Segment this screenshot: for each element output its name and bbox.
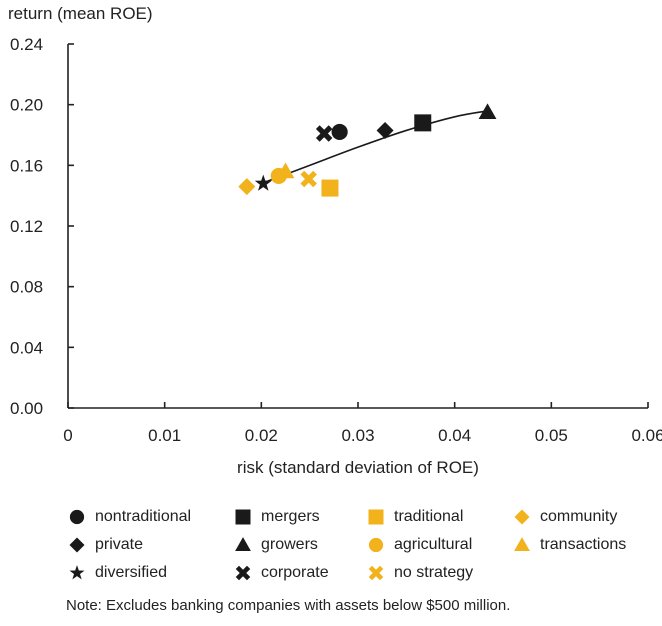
legend-label: diversified [95, 564, 168, 581]
x-tick-label: 0.05 [535, 426, 568, 445]
legend-item-community: community [511, 506, 617, 528]
legend-label: no strategy [394, 564, 474, 581]
y-tick-label: 0.12 [10, 217, 43, 236]
y-tick-label: 0.08 [10, 278, 43, 297]
data-point-growers [478, 103, 497, 120]
footnote: Note: Excludes banking companies with as… [66, 597, 511, 614]
legend-item-mergers: mergers [232, 506, 320, 528]
circle-icon [368, 537, 384, 553]
scatter-chart: 0.00 0.04 0.08 0.12 0.16 0.20 0.24 0 0.01 0.02 0.0… [10, 35, 662, 445]
y-tick-label: 0.00 [10, 399, 43, 418]
x-axis-label: risk (standard deviation of ROE) [237, 458, 479, 477]
cross-icon [368, 565, 384, 581]
cross-icon [235, 565, 251, 581]
legend-label: transactions [540, 536, 627, 553]
data-point-diversified [254, 174, 272, 191]
circle-icon [69, 509, 85, 525]
x-tick-label: 0 [63, 426, 72, 445]
legend-item-nontraditional: nontraditional [66, 506, 191, 528]
legend-label: traditional [394, 508, 464, 525]
data-point-no-strategy [300, 170, 317, 188]
legend-item-corporate: corporate [232, 562, 329, 584]
x-tick-label: 0.02 [245, 426, 278, 445]
triangle-icon [514, 537, 530, 551]
legend-label: nontraditional [95, 508, 192, 525]
data-point-traditional [321, 179, 339, 197]
diamond-icon [69, 537, 85, 553]
legend-label: private [95, 536, 144, 553]
star-icon [69, 565, 85, 580]
y-tick-label: 0.20 [10, 96, 43, 115]
square-icon [235, 509, 251, 525]
data-point-transactions [276, 162, 295, 179]
y-axis-label: return (mean ROE) [8, 4, 153, 23]
data-point-mergers [414, 114, 432, 132]
legend-item-private: private [66, 534, 143, 556]
x-tick-label: 0.01 [148, 426, 181, 445]
legend-item-transactions: transactions [511, 534, 626, 556]
diamond-icon [514, 509, 530, 525]
legend-label: agricultural [394, 536, 473, 553]
legend-item-no-strategy: no strategy [365, 562, 473, 584]
data-point-community [238, 178, 256, 196]
data-point-private [376, 121, 394, 139]
trend-line [261, 109, 489, 185]
legend-item-growers: growers [232, 534, 318, 556]
legend-label: mergers [261, 508, 320, 525]
x-tick-label: 0.03 [341, 426, 374, 445]
data-point-corporate [315, 125, 333, 142]
legend-item-traditional: traditional [365, 506, 463, 528]
legend-item-diversified: diversified [66, 562, 167, 584]
y-tick-label: 0.24 [10, 35, 43, 54]
y-tick-label: 0.16 [10, 156, 43, 175]
legend-label: corporate [261, 564, 329, 581]
legend-label: community [540, 508, 618, 525]
y-tick-label: 0.04 [10, 338, 43, 357]
legend-label: growers [261, 536, 318, 553]
legend-item-agricultural: agricultural [365, 534, 472, 556]
square-icon [368, 509, 384, 525]
data-point-nontraditional [331, 123, 348, 141]
x-tick-label: 0.06 [631, 426, 662, 445]
triangle-icon [235, 537, 251, 551]
x-tick-label: 0.04 [438, 426, 471, 445]
